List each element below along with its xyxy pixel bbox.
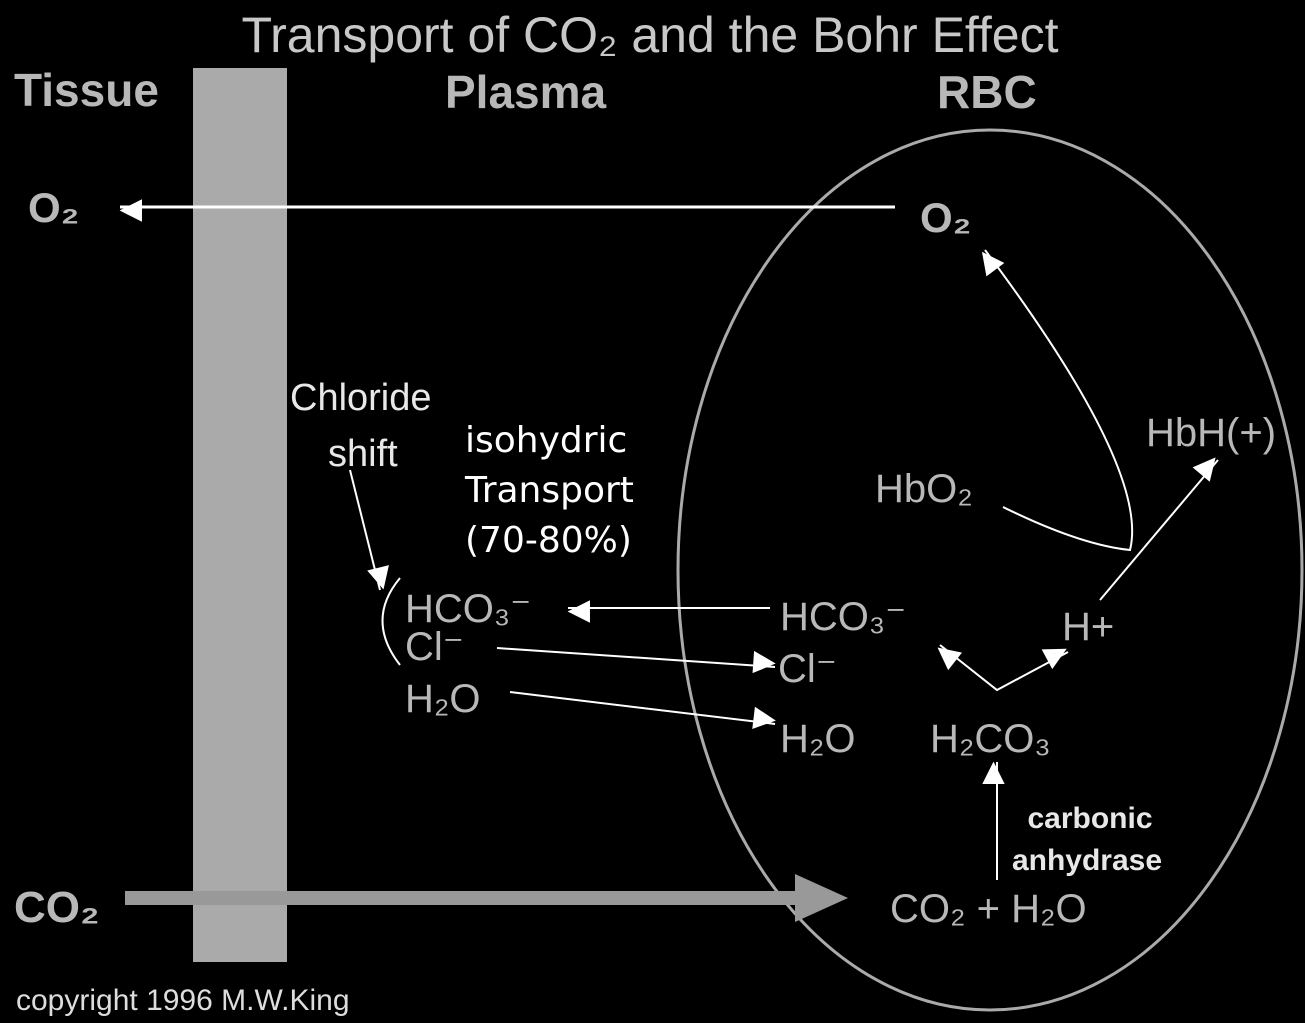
label: HCO₃⁻ — [405, 587, 531, 631]
label: Cl⁻ — [405, 625, 464, 669]
membrane — [193, 68, 287, 962]
label: CO₂ + H₂O — [890, 887, 1087, 931]
arrowhead — [795, 874, 848, 922]
arrow — [509, 691, 776, 730]
label: CO₂ — [14, 883, 100, 932]
label: Chloride shift — [290, 377, 432, 475]
label: O₂ — [28, 184, 79, 231]
title: Transport of CO₂ and the Bohr Effect — [241, 7, 1058, 63]
column-label: Plasma — [445, 66, 607, 118]
label: Cl⁻ — [778, 647, 837, 691]
label: HCO₃⁻ — [780, 595, 906, 639]
label: O₂ — [920, 194, 971, 241]
column-label: RBC — [937, 66, 1037, 118]
arrow — [1099, 457, 1219, 601]
arrow — [937, 644, 1069, 692]
arrow — [981, 249, 1134, 552]
label: HbO₂ — [875, 467, 973, 511]
column-label: Tissue — [14, 64, 159, 116]
label: carbonic anhydrase — [1012, 802, 1162, 877]
label: H₂CO₃ — [930, 717, 1051, 761]
label: H₂O — [405, 677, 481, 721]
label: HbH(+) — [1146, 411, 1276, 455]
label: H+ — [1062, 605, 1114, 649]
arrow — [349, 469, 389, 591]
annotation: isohydric Transport (70-80%) — [464, 420, 634, 561]
copyright: copyright 1996 M.W.King — [16, 984, 350, 1017]
arrow — [496, 647, 776, 674]
rbc-outline — [676, 128, 1304, 1012]
bracket — [381, 577, 401, 666]
label: H₂O — [780, 717, 856, 761]
